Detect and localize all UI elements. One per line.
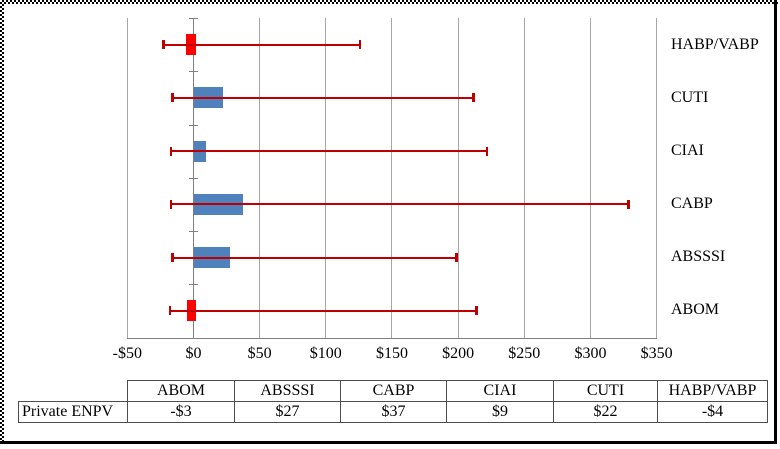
error-bar-line [169, 309, 477, 312]
table-corner-cell [19, 381, 128, 402]
x-tick-label: $50 [247, 345, 272, 362]
table-cell: -$4 [657, 401, 768, 423]
category-axis-labels: HABP/VABP CUTI CIAI CABP ABSSSI ABOM [671, 18, 777, 337]
figure-border-top [0, 0, 778, 4]
column-header: CABP [340, 380, 447, 402]
x-tick-label: -$50 [112, 345, 142, 362]
table-cell: $27 [234, 401, 341, 423]
category-label: CABP [671, 195, 713, 213]
error-bar-cap [358, 40, 362, 50]
table-cell: -$3 [127, 401, 235, 423]
gridline [259, 18, 261, 338]
gridline [126, 18, 128, 338]
category-label: HABP/VABP [671, 35, 759, 53]
data-table: ABOM ABSSSI CABP CIAI CUTI HABP/VABP Pri… [18, 380, 768, 423]
error-bar-cap [162, 40, 165, 50]
category-label: ABOM [671, 301, 720, 319]
error-bar-cap [627, 199, 630, 209]
error-bar-line [170, 150, 488, 153]
x-tick-label: $100 [309, 345, 342, 362]
error-bar-line [172, 256, 457, 259]
category-axis-tick [188, 284, 198, 286]
x-tick-label: $150 [375, 345, 408, 362]
category-label: ABSSSI [671, 248, 726, 266]
error-bar-cap [472, 93, 475, 103]
error-bar-cap [171, 253, 174, 263]
error-bar-cap [169, 146, 173, 156]
category-axis-tick [188, 71, 198, 73]
category-label: CIAI [671, 141, 704, 159]
category-axis-tick [188, 18, 198, 19]
row-header: Private ENPV [18, 401, 128, 423]
gridline [589, 18, 591, 338]
error-bar-cap [171, 93, 174, 103]
figure-border-right [774, 0, 777, 444]
error-bar-cap [169, 199, 173, 209]
figure-border-left [0, 0, 4, 443]
gridline [457, 18, 459, 338]
x-tick-label: $200 [442, 345, 475, 362]
column-header: ABSSSI [234, 380, 341, 402]
error-bar-cap [168, 306, 172, 316]
error-bar-line [170, 203, 629, 206]
error-bar-line [172, 96, 474, 99]
gridline [325, 18, 327, 338]
value-axis-line [127, 337, 657, 339]
error-bar-cap [455, 253, 458, 263]
gridline [523, 18, 525, 338]
gridline [656, 18, 658, 338]
category-label: CUTI [671, 88, 709, 106]
table-cell: $9 [446, 401, 554, 423]
figure-border-bottom [0, 441, 777, 444]
gridline [391, 18, 393, 338]
category-axis-tick [188, 124, 198, 126]
x-tick-label: $250 [508, 345, 541, 362]
error-bar-line [163, 43, 361, 46]
table-cell: $37 [340, 401, 447, 423]
table-header-row: ABOM ABSSSI CABP CIAI CUTI HABP/VABP [19, 380, 768, 402]
column-header: HABP/VABP [657, 380, 768, 402]
category-axis-tick [188, 177, 198, 179]
column-header: CUTI [553, 380, 658, 402]
column-header: ABOM [127, 380, 235, 402]
error-bar-cap [475, 306, 478, 316]
x-tick-label: $0 [185, 345, 202, 362]
table-row: Private ENPV -$3 $27 $37 $9 $22 -$4 [18, 401, 768, 423]
error-bar-cap [485, 146, 489, 156]
table-cell: $22 [553, 401, 658, 423]
category-axis-tick [188, 231, 198, 232]
column-header: CIAI [446, 380, 554, 402]
x-tick-label: $350 [640, 345, 673, 362]
x-tick-label: $300 [574, 345, 607, 362]
